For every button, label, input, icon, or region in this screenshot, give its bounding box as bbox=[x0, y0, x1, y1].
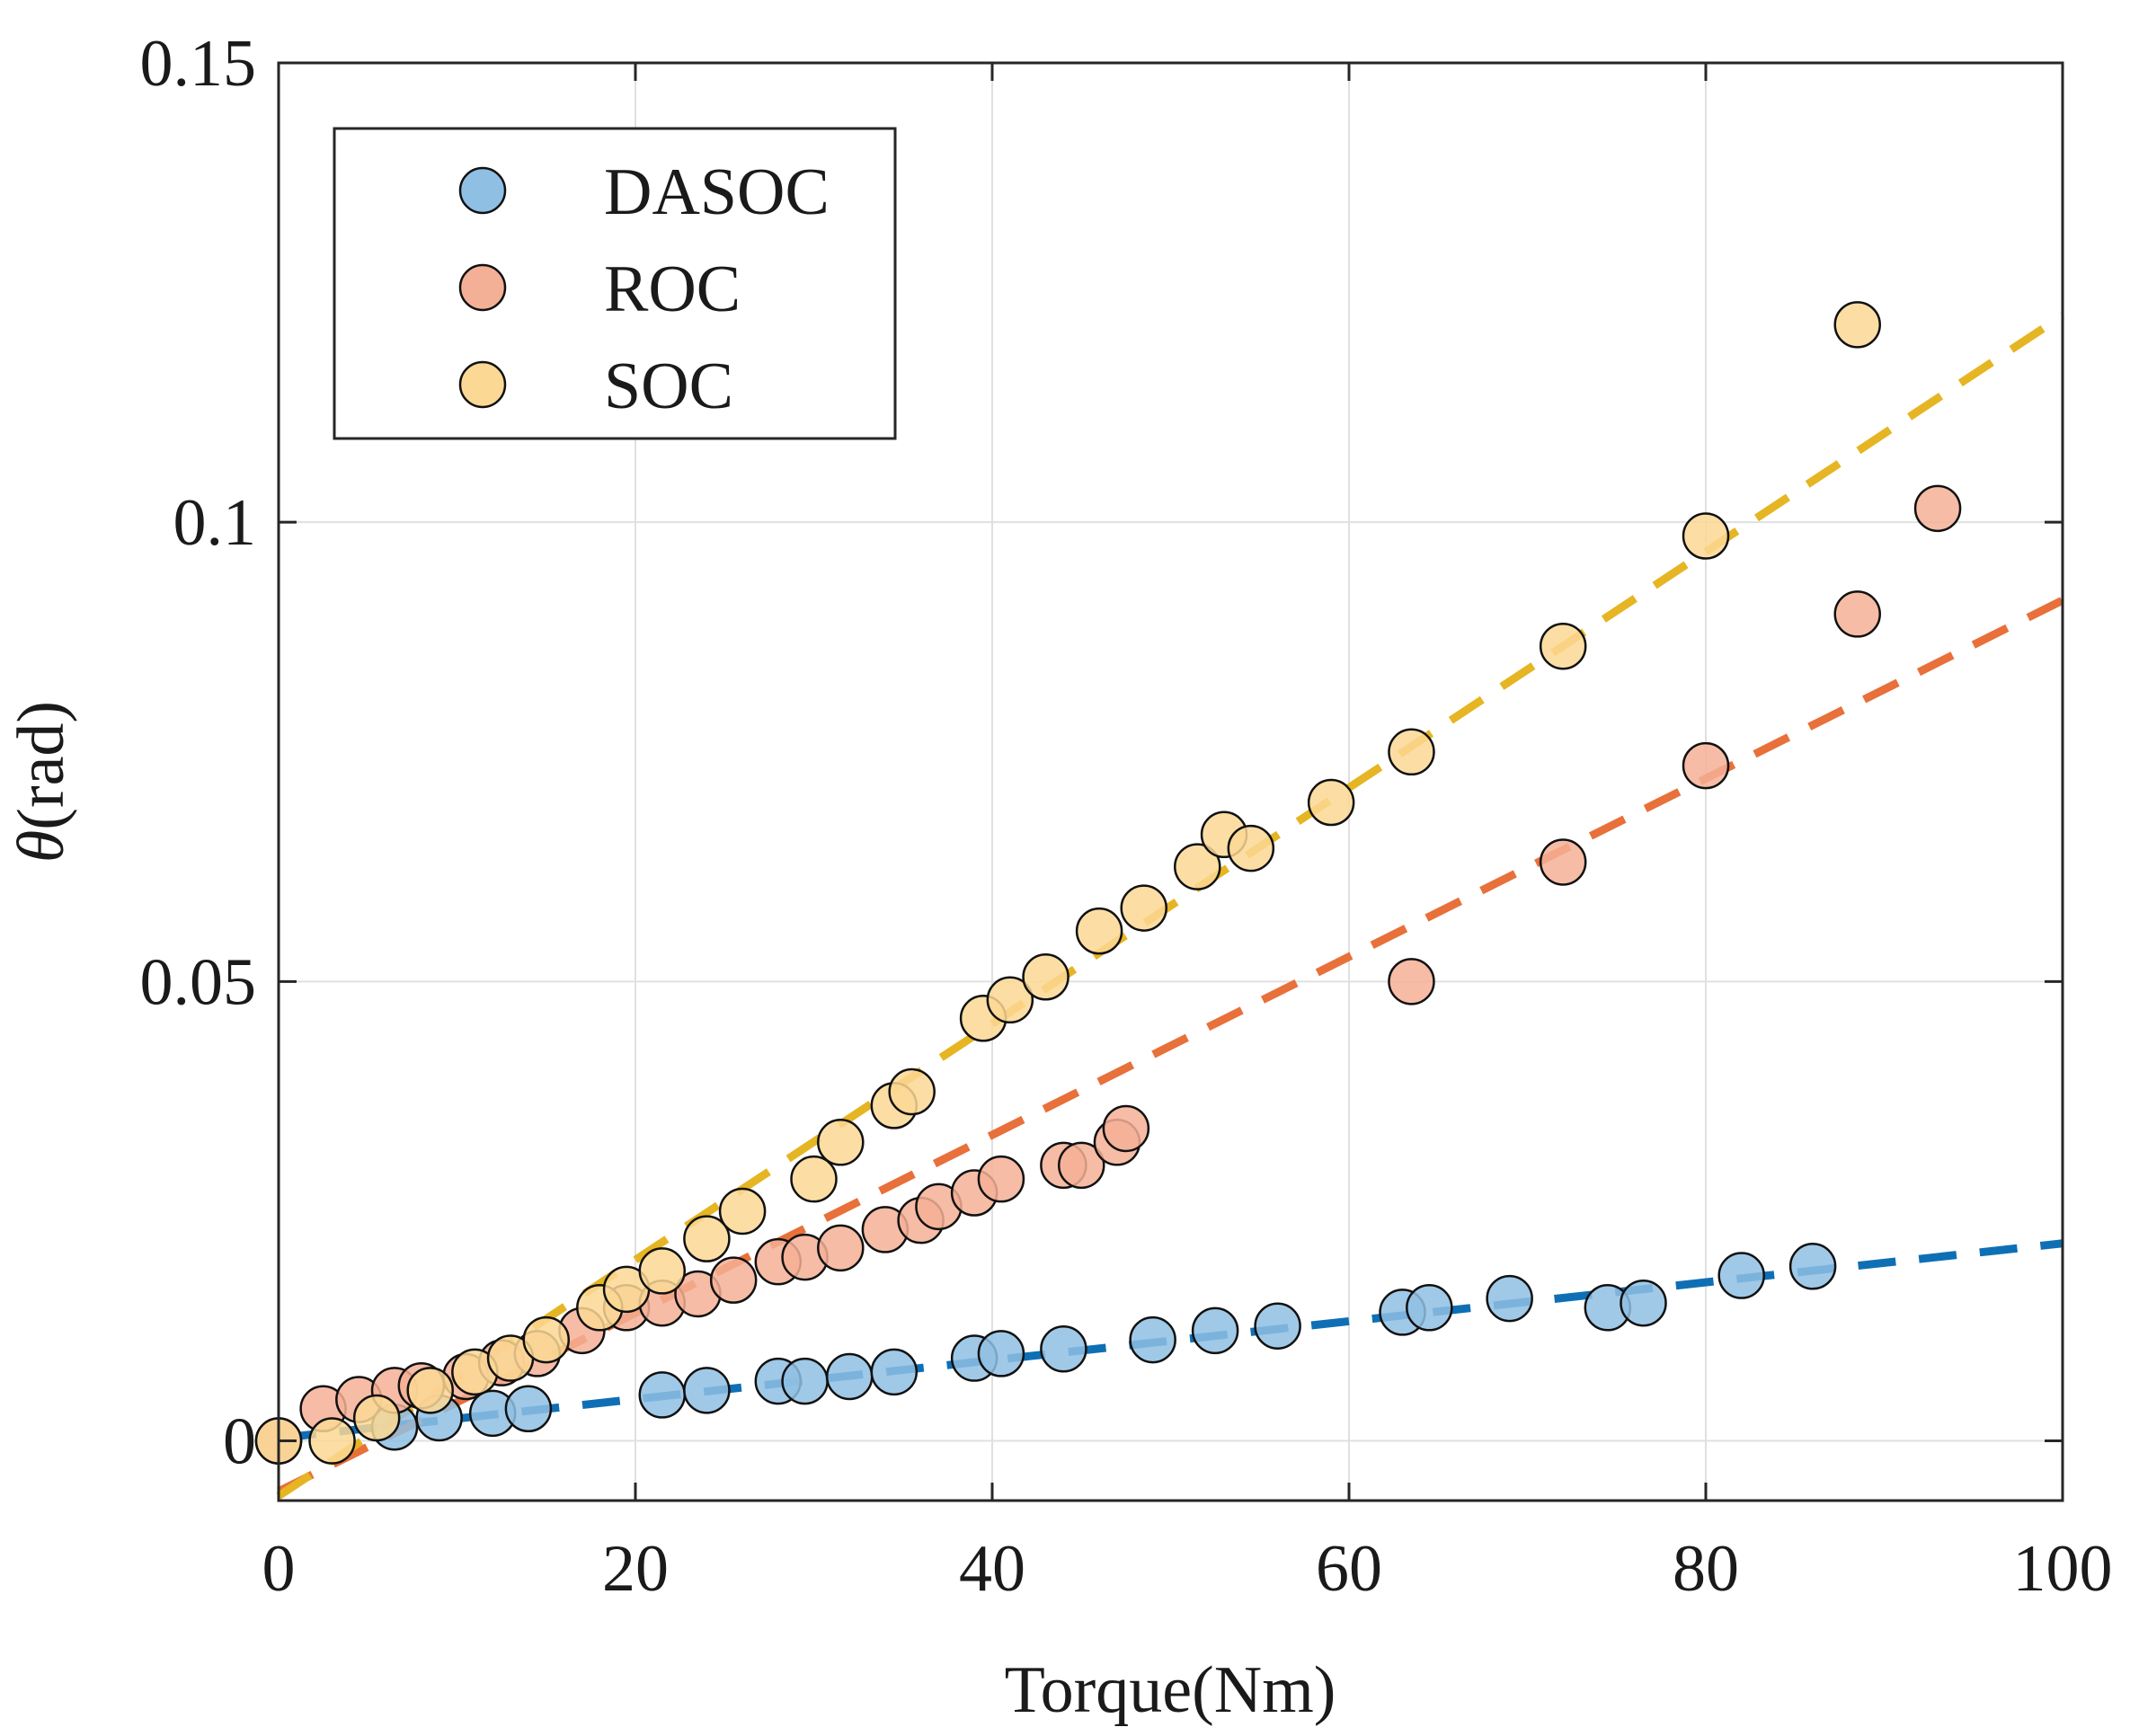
point-soc bbox=[352, 1394, 401, 1442]
point-soc bbox=[1388, 728, 1435, 776]
y-tick-label: 0.15 bbox=[140, 27, 257, 101]
y-tick-label: 0.05 bbox=[140, 945, 257, 1019]
point-roc bbox=[1388, 958, 1435, 1005]
point-dasoc bbox=[1788, 1243, 1837, 1290]
plot-frame bbox=[277, 61, 2064, 1502]
point-dasoc bbox=[1620, 1279, 1667, 1327]
point-dasoc bbox=[1486, 1274, 1533, 1323]
legend-box bbox=[333, 127, 897, 440]
point-soc bbox=[1022, 953, 1069, 1001]
y-axis-symbol: θ bbox=[4, 830, 78, 863]
point-dasoc bbox=[1406, 1284, 1453, 1332]
point-dasoc bbox=[870, 1348, 919, 1396]
point-roc bbox=[817, 1224, 865, 1272]
legend-label-dasoc: DASOC bbox=[604, 155, 830, 229]
point-soc bbox=[1075, 907, 1123, 955]
point-dasoc bbox=[781, 1357, 829, 1405]
point-dasoc bbox=[825, 1352, 874, 1401]
fit-line-dasoc bbox=[278, 1239, 2063, 1442]
point-dasoc bbox=[683, 1367, 731, 1414]
point-roc bbox=[1102, 1104, 1150, 1153]
point-soc bbox=[1227, 824, 1275, 872]
point-dasoc bbox=[638, 1371, 687, 1419]
x-axis-title: Torque(Nm) bbox=[1005, 1653, 1336, 1727]
x-tick-label: 0 bbox=[262, 1532, 296, 1606]
point-roc bbox=[709, 1256, 758, 1304]
legend: DASOC ROC SOC bbox=[333, 127, 897, 440]
point-soc bbox=[522, 1315, 570, 1364]
point-soc bbox=[986, 976, 1034, 1024]
point-soc bbox=[1120, 884, 1167, 932]
legend-marker-soc bbox=[458, 360, 507, 409]
x-tick-label: 20 bbox=[602, 1532, 669, 1606]
y-tick-label: 0.1 bbox=[173, 486, 257, 560]
point-soc bbox=[683, 1215, 731, 1262]
legend-label-soc: SOC bbox=[604, 350, 733, 423]
point-roc bbox=[977, 1155, 1025, 1203]
point-dasoc bbox=[1040, 1325, 1087, 1373]
point-soc bbox=[1539, 622, 1587, 670]
y-axis-title: θ(rad) bbox=[4, 701, 78, 863]
point-dasoc bbox=[1191, 1306, 1239, 1355]
x-tick-label: 100 bbox=[2013, 1532, 2113, 1606]
fit-line-soc bbox=[276, 312, 2065, 1500]
point-roc bbox=[1833, 590, 1881, 638]
legend-marker-dasoc bbox=[458, 166, 507, 215]
point-soc bbox=[308, 1417, 356, 1465]
x-tick-label: 40 bbox=[959, 1532, 1025, 1606]
data-points bbox=[254, 301, 1962, 1465]
point-dasoc bbox=[1717, 1252, 1765, 1299]
point-soc bbox=[790, 1155, 838, 1203]
y-axis-unit: (rad) bbox=[4, 701, 78, 830]
point-roc bbox=[1058, 1141, 1105, 1190]
point-soc bbox=[406, 1367, 454, 1414]
point-soc bbox=[1833, 301, 1881, 349]
y-tick-label: 0 bbox=[223, 1405, 256, 1479]
point-soc bbox=[638, 1247, 687, 1295]
point-roc bbox=[1539, 838, 1587, 886]
legend-label-roc: ROC bbox=[604, 252, 741, 326]
legend-marker-roc bbox=[458, 263, 507, 312]
x-tick-label: 80 bbox=[1673, 1532, 1739, 1606]
point-roc bbox=[1682, 741, 1730, 790]
point-dasoc bbox=[977, 1330, 1025, 1377]
point-dasoc bbox=[1254, 1302, 1301, 1351]
point-soc bbox=[718, 1187, 767, 1236]
point-dasoc bbox=[1129, 1315, 1176, 1364]
x-tick-label: 60 bbox=[1316, 1532, 1382, 1606]
point-soc bbox=[817, 1119, 865, 1166]
axis-ticks: 0 20 40 60 80 100 0 0.05 0.1 0.15 bbox=[140, 27, 2113, 1606]
point-soc bbox=[1307, 778, 1355, 827]
point-dasoc bbox=[504, 1385, 553, 1433]
point-roc bbox=[1913, 484, 1962, 533]
point-soc bbox=[1174, 843, 1221, 890]
point-soc bbox=[1682, 512, 1730, 560]
point-soc bbox=[888, 1067, 936, 1116]
